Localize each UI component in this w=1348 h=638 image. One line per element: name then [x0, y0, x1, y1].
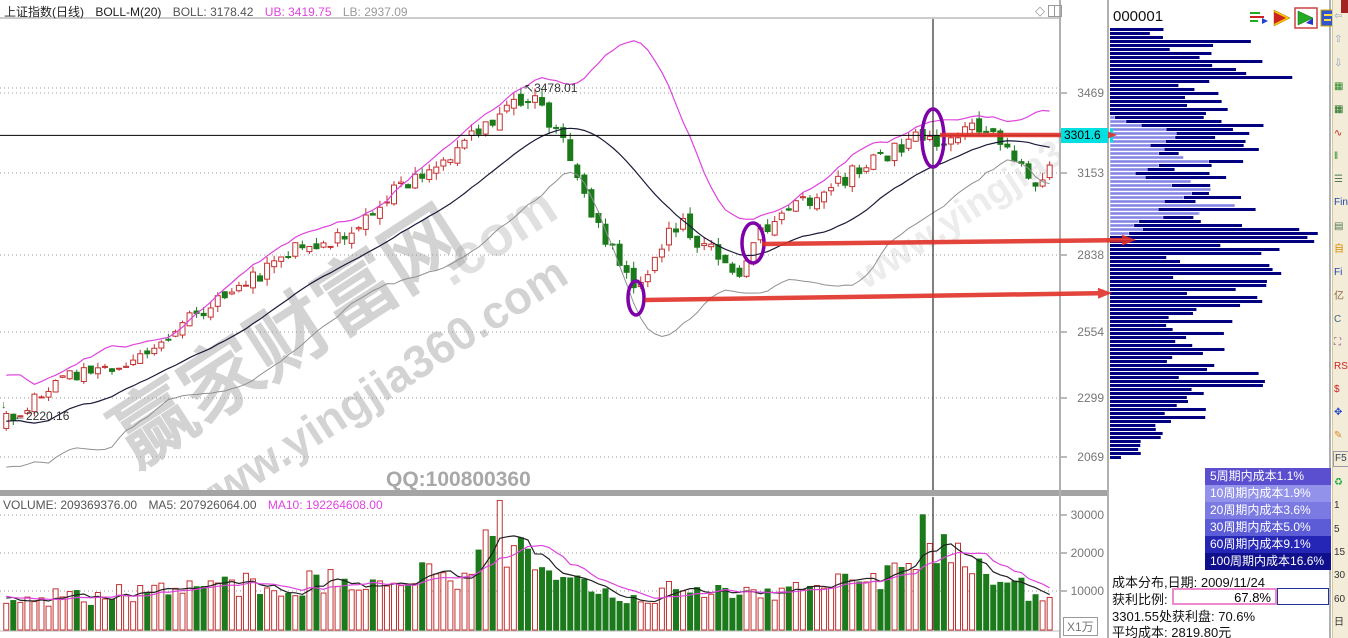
legend-row-30-period: 30周期内成本5.0% [1205, 519, 1331, 536]
volume-layer [3, 500, 1053, 631]
symbol-title: 上证指数(日线) [4, 5, 84, 19]
legend-row-100-period: 100周期内成本16.6% [1205, 553, 1331, 570]
panel-symbol-code: 000001 [1113, 8, 1164, 25]
cost-arrow [761, 234, 1136, 247]
volume-value: VOLUME: 209369376.00 [3, 498, 138, 512]
legend-row-10-period: 10周期内成本1.9% [1205, 485, 1331, 502]
cost-arrow [644, 287, 1112, 303]
close-icon[interactable] [1341, 0, 1348, 13]
highlight-ellipse [920, 107, 946, 169]
list-icon[interactable]: ☰ [1334, 174, 1343, 186]
legend-row-5-period: 5周期内成本1.1% [1205, 468, 1331, 485]
diamond-icon[interactable]: ◇ [1035, 3, 1045, 18]
volume-ma10: MA10: 192264608.00 [267, 498, 383, 512]
quote-grid-icon[interactable]: ▦ [1334, 80, 1344, 92]
ub-value: UB: 3419.75 [264, 5, 332, 19]
price-tick: 3469 [1077, 86, 1104, 100]
down-arrow-icon[interactable]: ⇩ [1334, 57, 1343, 69]
kline-icon[interactable]: ‖ [1334, 150, 1339, 162]
split-window-icon[interactable] [1048, 5, 1062, 17]
current-price-tag: 3301.6 [1061, 128, 1108, 143]
trough-arrow-icon: ← [14, 409, 26, 423]
period-60min-button[interactable]: 60 [1334, 593, 1346, 605]
peak-arrow-icon: ↖ [524, 81, 535, 95]
price-profit-line: 3301.55处获利盘: 70.6% [1112, 609, 1256, 624]
report-icon[interactable]: ▤ [1334, 220, 1344, 232]
lb-value: LB: 2937.09 [342, 5, 408, 19]
volume-tick: 10000 [1070, 584, 1104, 598]
cost-date-line: 成本分布,日期: 2009/11/24 [1112, 575, 1265, 590]
candlestick-layer [3, 40, 1053, 468]
low-marker-icon: ↓ [1, 399, 7, 411]
finance-button[interactable]: Fin [1334, 197, 1348, 209]
up-arrow-icon[interactable]: ⇧ [1334, 34, 1343, 46]
distribution-mode-icons [1250, 7, 1338, 29]
indicator-name: BOLL-M(20) [95, 5, 162, 19]
boll-value: BOLL: 3178.42 [172, 5, 254, 19]
minichart-icon[interactable]: ⛶ [1334, 337, 1341, 349]
profit-ratio-value-box: 67.8% [1172, 588, 1277, 605]
volume-unit-label: X1万 [1063, 617, 1098, 636]
cost-distribution-layer [1110, 28, 1318, 459]
price-tick: 2069 [1077, 450, 1104, 464]
billboard-icon[interactable]: 亿 [1334, 290, 1344, 302]
price-tick: 2554 [1077, 325, 1104, 339]
info-button[interactable]: 自 [1334, 244, 1344, 255]
refresh-icon[interactable]: ♻ [1334, 477, 1343, 488]
f5-refresh-button[interactable]: F5 [1333, 450, 1348, 467]
volume-header: VOLUME: 209369376.00 MA5: 207926064.00 M… [3, 498, 383, 512]
legend-row-20-period: 20周期内成本3.6% [1205, 502, 1331, 519]
period-30min-button[interactable]: 30 [1334, 570, 1346, 582]
draw-icon[interactable]: ✎ [1334, 430, 1343, 442]
legend-row-60-period: 60周期内成本9.1% [1205, 536, 1331, 553]
money-icon[interactable]: $ [1334, 383, 1340, 395]
right-toolbar: ⇦ ⇧ ⇩ ▦ ▦ ∿ ‖ ☰ Fin ▤ 自 Fi 亿 C ⛶ RS $ ✥ ✎ F5 ♻ 1 5 15 30 60 日 [1332, 0, 1348, 638]
price-tick: 2838 [1077, 248, 1104, 262]
axis-ticks [1061, 92, 1067, 592]
volume-tick: 20000 [1070, 546, 1104, 560]
chart-header: 上证指数(日线) BOLL-M(20) BOLL: 3178.42 UB: 34… [4, 3, 416, 20]
back-arrow-icon[interactable]: ⇦ [1334, 11, 1343, 22]
volume-tick: 30000 [1070, 508, 1104, 522]
trend-line-icon[interactable]: ∿ [1334, 127, 1343, 139]
watermark-qq: QQ:100800360 [386, 468, 531, 491]
period-15min-button[interactable]: 15 [1334, 546, 1346, 558]
price-tick: 3153 [1077, 166, 1104, 180]
price-tick: 2299 [1077, 391, 1104, 405]
trough-annotation: ←2220.16 [14, 409, 70, 423]
profit-ratio-label: 获利比例: [1112, 592, 1168, 607]
compare-button[interactable]: C [1334, 313, 1342, 325]
highlight-ellipse [626, 279, 646, 317]
volume-ma5: MA5: 207926064.00 [148, 498, 257, 512]
period-1min-button[interactable]: 1 [1334, 500, 1340, 512]
f10-button[interactable]: Fi [1334, 267, 1343, 279]
matrix-icon[interactable]: ▦ [1334, 104, 1344, 116]
profit-ratio-empty-box [1277, 588, 1329, 605]
period-day-button[interactable]: 日 [1334, 616, 1344, 628]
avg-cost-line: 平均成本: 2819.80元 [1112, 625, 1232, 638]
move-icon[interactable]: ✥ [1334, 407, 1343, 419]
peak-annotation: ↖3478.01 [524, 81, 578, 95]
period-5min-button[interactable]: 5 [1334, 523, 1340, 535]
rsi-button[interactable]: RS [1334, 360, 1348, 372]
